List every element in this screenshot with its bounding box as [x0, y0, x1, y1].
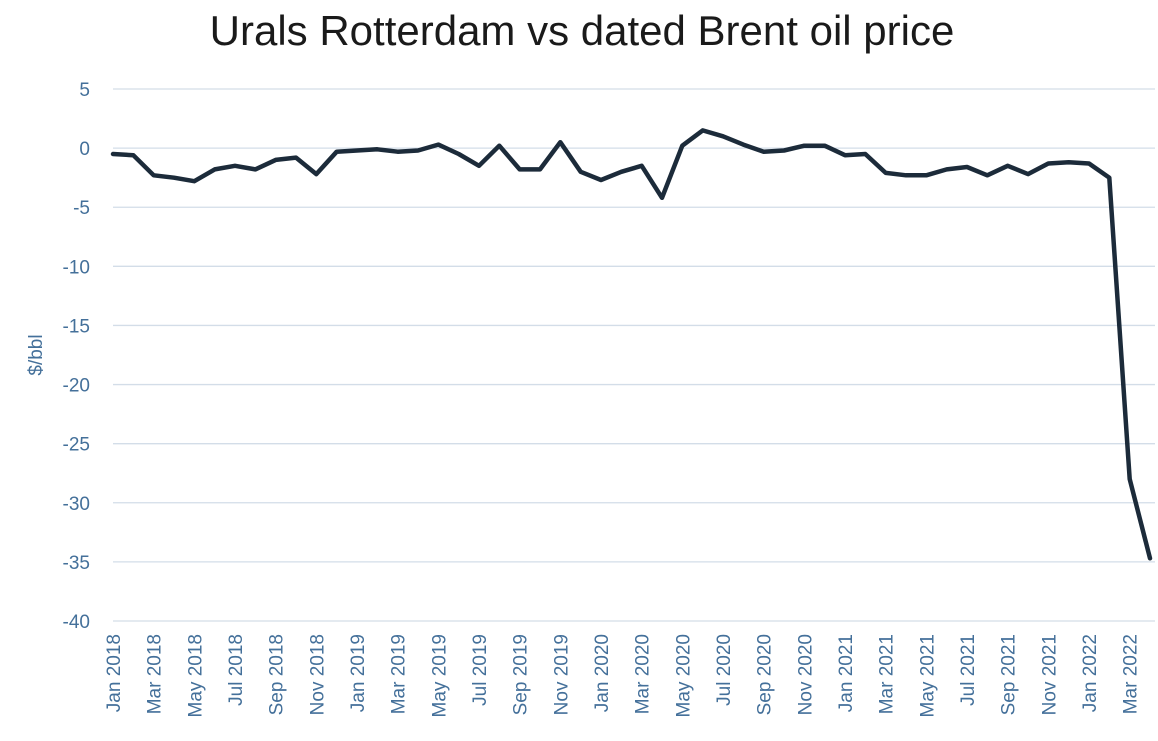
x-tick-label: May 2021 [917, 634, 938, 717]
y-tick-label: -35 [63, 553, 90, 574]
y-tick-label: 5 [79, 80, 90, 101]
x-tick-label: Mar 2022 [1121, 634, 1142, 714]
x-tick-label: Mar 2020 [633, 634, 654, 714]
x-tick-label: Mar 2019 [389, 634, 410, 714]
x-tick-label: Nov 2020 [795, 634, 816, 715]
y-tick-label: -20 [63, 376, 90, 397]
y-axis-label: $/bbl [26, 334, 47, 375]
y-tick-label: -5 [73, 198, 90, 219]
x-tick-label: Jul 2018 [226, 634, 247, 706]
y-tick-label: -25 [63, 435, 90, 456]
x-tick-label: Jan 2019 [348, 634, 369, 712]
x-tick-label: Sep 2018 [267, 634, 288, 715]
x-tick-label: Jan 2018 [104, 634, 125, 712]
x-tick-label: Sep 2021 [999, 634, 1020, 715]
x-tick-label: Jul 2021 [958, 634, 979, 706]
y-tick-label: -10 [63, 257, 90, 278]
y-tick-label: -40 [63, 612, 90, 633]
x-tick-label: May 2018 [185, 634, 206, 717]
x-tick-label: Nov 2019 [551, 634, 572, 715]
x-tick-label: Mar 2021 [877, 634, 898, 714]
x-tick-label: Nov 2018 [307, 634, 328, 715]
x-tick-label: May 2020 [673, 634, 694, 717]
x-tick-label: Mar 2018 [145, 634, 166, 714]
y-tick-label: -30 [63, 494, 90, 515]
x-tick-label: Jan 2022 [1080, 634, 1101, 712]
x-tick-label: Jan 2021 [836, 634, 857, 712]
data-line [110, 128, 1153, 561]
x-tick-label: Nov 2021 [1039, 634, 1060, 715]
chart-title: Urals Rotterdam vs dated Brent oil price [210, 7, 955, 54]
y-tick-label: 0 [79, 139, 90, 160]
x-tick-label: Sep 2020 [755, 634, 776, 715]
x-tick-label: Jul 2020 [714, 634, 735, 706]
y-tick-label: -15 [63, 316, 90, 337]
x-tick-label: Jul 2019 [470, 634, 491, 706]
x-tick-label: Jan 2020 [592, 634, 613, 712]
x-tick-label: May 2019 [429, 634, 450, 717]
x-tick-label: Sep 2019 [511, 634, 532, 715]
